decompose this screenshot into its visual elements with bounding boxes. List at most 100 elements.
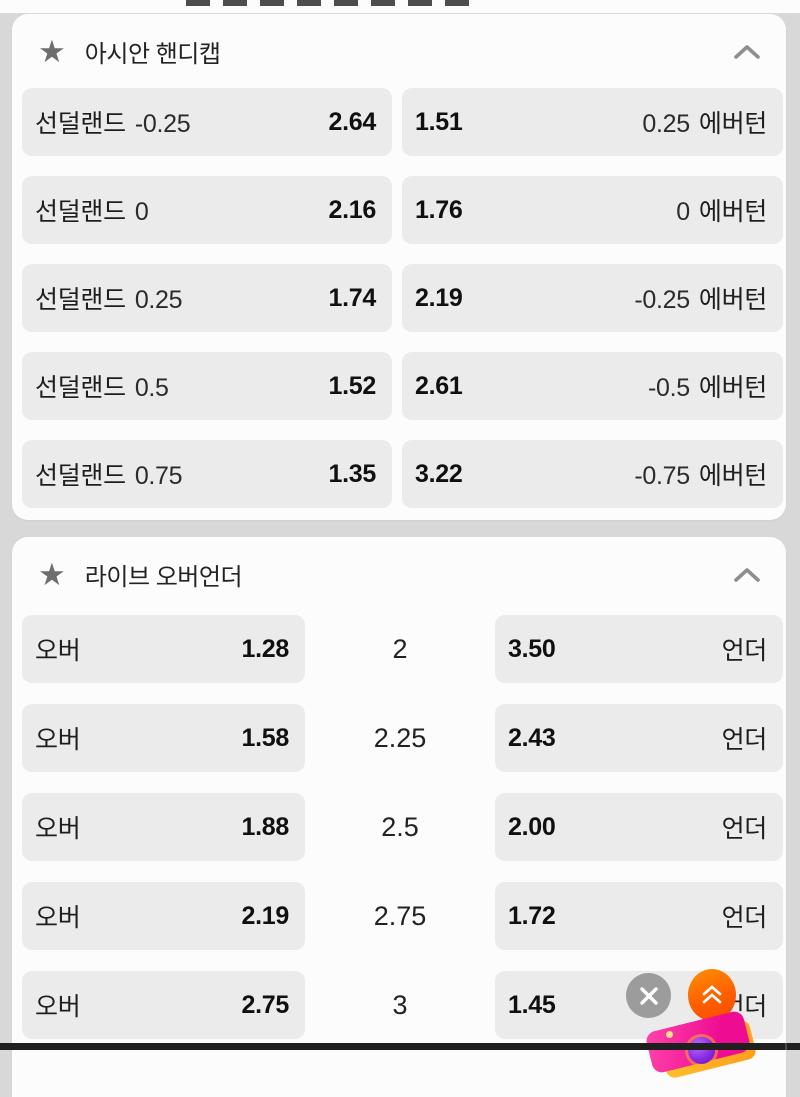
chevron-up-icon bbox=[734, 567, 760, 582]
under-label: 언더 bbox=[721, 637, 768, 665]
odds-value: 1.28 bbox=[241, 634, 290, 663]
odds-value: 2.75 bbox=[241, 990, 290, 1019]
favorite-star-icon[interactable]: ★ bbox=[38, 34, 66, 69]
odds-button-home[interactable]: 선덜랜드 0.25 1.74 bbox=[22, 264, 392, 332]
bottom-toolbar-divider bbox=[785, 1043, 787, 1050]
odds-button-away[interactable]: 2.19 -0.25 에버턴 bbox=[402, 264, 783, 332]
odds-button-under[interactable]: 2.43 언더 bbox=[495, 704, 783, 772]
close-icon bbox=[639, 986, 658, 1005]
odds-button-home[interactable]: 선덜랜드 0.75 1.35 bbox=[22, 440, 392, 508]
odds-button-home[interactable]: 선덜랜드 0 2.16 bbox=[22, 176, 392, 244]
odds-button-away[interactable]: 1.76 0 에버턴 bbox=[402, 176, 783, 244]
promo-orb-icon bbox=[688, 1037, 715, 1064]
team-name: 에버턴 bbox=[698, 286, 767, 314]
odds-value: 1.35 bbox=[328, 459, 377, 488]
selection-label: -0.75 에버턴 bbox=[634, 456, 767, 492]
odds-button-home[interactable]: 선덜랜드 0.5 1.52 bbox=[22, 352, 392, 420]
team-name: 에버턴 bbox=[698, 374, 767, 402]
odds-button-under[interactable]: 3.50 언더 bbox=[495, 615, 783, 683]
under-label: 언더 bbox=[721, 815, 768, 843]
over-label: 오버 bbox=[35, 637, 81, 665]
odds-value: 2.64 bbox=[328, 107, 377, 136]
handicap-line: -0.75 bbox=[634, 462, 690, 490]
odds-value: 2.19 bbox=[241, 901, 290, 930]
team-name: 선덜랜드 bbox=[35, 110, 126, 138]
total-line-value: 2 bbox=[392, 634, 408, 664]
chevron-up-icon bbox=[734, 44, 760, 59]
odds-value: 1.74 bbox=[328, 283, 377, 312]
team-name: 선덜랜드 bbox=[35, 374, 126, 402]
odds-value: 2.19 bbox=[415, 283, 463, 312]
market-header: ★ 아시안 핸디캡 bbox=[12, 14, 786, 72]
over-label: 오버 bbox=[35, 726, 81, 754]
selection-label: -0.5 에버턴 bbox=[648, 368, 767, 404]
odds-value: 1.72 bbox=[508, 901, 556, 930]
market-card-asian-handicap: ★ 아시안 핸디캡 선덜랜드 -0.25 2.64 1.51 0.25 에버턴 … bbox=[12, 14, 786, 520]
over-label: 오버 bbox=[35, 993, 81, 1021]
total-line-value: 2.5 bbox=[381, 812, 419, 842]
team-name: 에버턴 bbox=[698, 198, 767, 226]
market-title: 라이브 오버언더 bbox=[84, 564, 243, 591]
team-name: 에버턴 bbox=[698, 110, 767, 138]
handicap-line: 0.25 bbox=[642, 110, 690, 138]
odds-value: 2.43 bbox=[508, 723, 556, 752]
odds-value: 1.52 bbox=[328, 371, 377, 400]
odds-button-under[interactable]: 1.72 언더 bbox=[495, 882, 783, 950]
odds-button-over[interactable]: 오버 2.75 bbox=[22, 971, 305, 1039]
total-line-value: 2.25 bbox=[373, 723, 427, 753]
bottom-toolbar-edge bbox=[0, 1043, 800, 1050]
odds-button-away[interactable]: 1.51 0.25 에버턴 bbox=[402, 88, 783, 156]
team-name: 선덜랜드 bbox=[35, 286, 126, 314]
previous-card-remnant bbox=[0, 0, 800, 13]
odds-value: 2.16 bbox=[328, 195, 377, 224]
over-label: 오버 bbox=[35, 815, 81, 843]
odds-button-under[interactable]: 2.00 언더 bbox=[495, 793, 783, 861]
odds-value: 1.88 bbox=[241, 812, 290, 841]
close-button[interactable] bbox=[626, 973, 671, 1018]
team-name: 선덜랜드 bbox=[35, 198, 126, 226]
over-label: 오버 bbox=[35, 904, 81, 932]
odds-value: 1.76 bbox=[415, 195, 463, 224]
odds-button-away[interactable]: 2.61 -0.5 에버턴 bbox=[402, 352, 783, 420]
promo-spark-icon bbox=[666, 1031, 673, 1038]
under-label: 언더 bbox=[721, 726, 768, 754]
handicap-line: -0.5 bbox=[648, 374, 690, 402]
odds-button-away[interactable]: 3.22 -0.75 에버턴 bbox=[402, 440, 783, 508]
double-chevron-up-icon bbox=[702, 985, 722, 1004]
odds-button-over[interactable]: 오버 1.28 bbox=[22, 615, 305, 683]
odds-value: 1.51 bbox=[415, 107, 463, 136]
odds-value: 1.45 bbox=[508, 990, 556, 1019]
selection-label: 선덜랜드 0.25 bbox=[35, 280, 183, 316]
odds-value: 2.61 bbox=[415, 371, 463, 400]
handicap-line: 0 bbox=[134, 198, 149, 226]
team-name: 에버턴 bbox=[698, 462, 767, 490]
odds-button-over[interactable]: 오버 1.58 bbox=[22, 704, 305, 772]
collapse-chevron-up-icon[interactable] bbox=[730, 39, 764, 65]
favorite-star-icon[interactable]: ★ bbox=[38, 557, 66, 592]
team-name: 선덜랜드 bbox=[35, 462, 126, 490]
market-header: ★ 라이브 오버언더 bbox=[12, 537, 786, 595]
selection-label: 선덜랜드 -0.25 bbox=[35, 104, 191, 140]
odds-value: 3.50 bbox=[508, 634, 556, 663]
handicap-line: -0.25 bbox=[634, 286, 690, 314]
odds-button-over[interactable]: 오버 2.19 bbox=[22, 882, 305, 950]
selection-label: 선덜랜드 0.5 bbox=[35, 368, 169, 404]
odds-value: 2.00 bbox=[508, 812, 556, 841]
odds-button-over[interactable]: 오버 1.88 bbox=[22, 793, 305, 861]
odds-value: 3.22 bbox=[415, 459, 463, 488]
handicap-line: 0.5 bbox=[134, 374, 169, 402]
handicap-line: -0.25 bbox=[134, 110, 191, 138]
odds-button-home[interactable]: 선덜랜드 -0.25 2.64 bbox=[22, 88, 392, 156]
selection-label: 선덜랜드 0 bbox=[35, 192, 149, 228]
under-label: 언더 bbox=[721, 904, 768, 932]
selection-label: 0.25 에버턴 bbox=[642, 104, 767, 140]
total-line-value: 2.75 bbox=[373, 901, 427, 931]
collapse-chevron-up-icon[interactable] bbox=[730, 562, 764, 588]
odds-value: 1.58 bbox=[241, 723, 290, 752]
total-line-value: 3 bbox=[392, 990, 408, 1020]
market-card-live-over-under: ★ 라이브 오버언더 오버 1.28 2 3.50 언더 오버 1.58 2.2… bbox=[12, 537, 786, 1097]
handicap-line: 0.75 bbox=[134, 462, 183, 490]
selection-label: 0 에버턴 bbox=[676, 192, 767, 228]
selection-label: 선덜랜드 0.75 bbox=[35, 456, 183, 492]
handicap-line: 0.25 bbox=[134, 286, 183, 314]
